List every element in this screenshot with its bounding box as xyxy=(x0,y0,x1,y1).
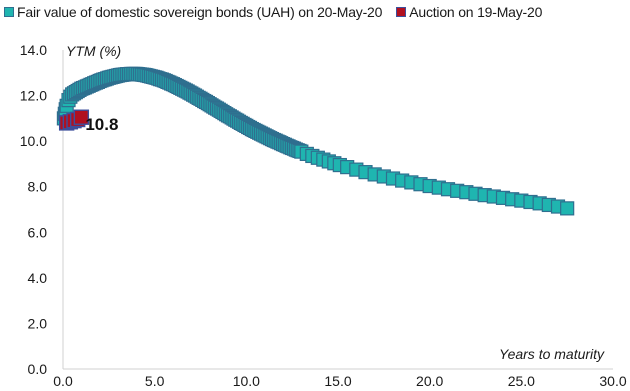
chart-legend: Fair value of domestic sovereign bonds (… xyxy=(4,4,542,20)
legend-item-auction: Auction on 19-May-20 xyxy=(396,4,542,20)
y-tick-label: 8.0 xyxy=(28,179,48,195)
x-axis-label: Years to maturity xyxy=(499,346,605,362)
fair-value-series xyxy=(56,66,575,216)
auction-point xyxy=(73,109,90,125)
data-label: 10.8 xyxy=(85,115,118,134)
y-tick-label: 6.0 xyxy=(28,224,48,240)
x-tick-label: 5.0 xyxy=(145,373,165,389)
fair-value-point xyxy=(560,201,575,216)
y-tick-label: 12.0 xyxy=(20,88,47,104)
y-tick-label: 10.0 xyxy=(20,133,47,149)
x-tick-label: 25.0 xyxy=(508,373,535,389)
x-tick-label: 30.0 xyxy=(599,373,626,389)
legend-item-fair-value: Fair value of domestic sovereign bonds (… xyxy=(4,4,382,20)
legend-label-auction: Auction on 19-May-20 xyxy=(409,4,543,20)
x-tick-label: 20.0 xyxy=(416,373,443,389)
auction-series xyxy=(58,109,90,131)
x-tick-label: 15.0 xyxy=(324,373,351,389)
fair-value-swatch xyxy=(4,7,14,17)
auction-swatch xyxy=(396,7,407,17)
y-tick-label: 4.0 xyxy=(28,270,48,286)
chart-axes xyxy=(62,50,613,370)
x-tick-label: 10.0 xyxy=(233,373,260,389)
chart-tick-labels: 0.0 2.0 4.0 6.0 8.0 10.0 12.0 14.0 0.0 5.0 10.0 15.… xyxy=(20,42,627,389)
legend-label-fair-value: Fair value of domestic sovereign bonds (… xyxy=(17,4,383,20)
y-tick-label: 2.0 xyxy=(28,315,48,331)
x-tick-label: 0.0 xyxy=(53,373,73,389)
chart-annotations: 10.8 xyxy=(85,115,118,134)
y-tick-label: 0.0 xyxy=(28,361,48,377)
y-axis-label: YTM (%) xyxy=(66,43,122,59)
y-tick-label: 14.0 xyxy=(20,42,47,58)
